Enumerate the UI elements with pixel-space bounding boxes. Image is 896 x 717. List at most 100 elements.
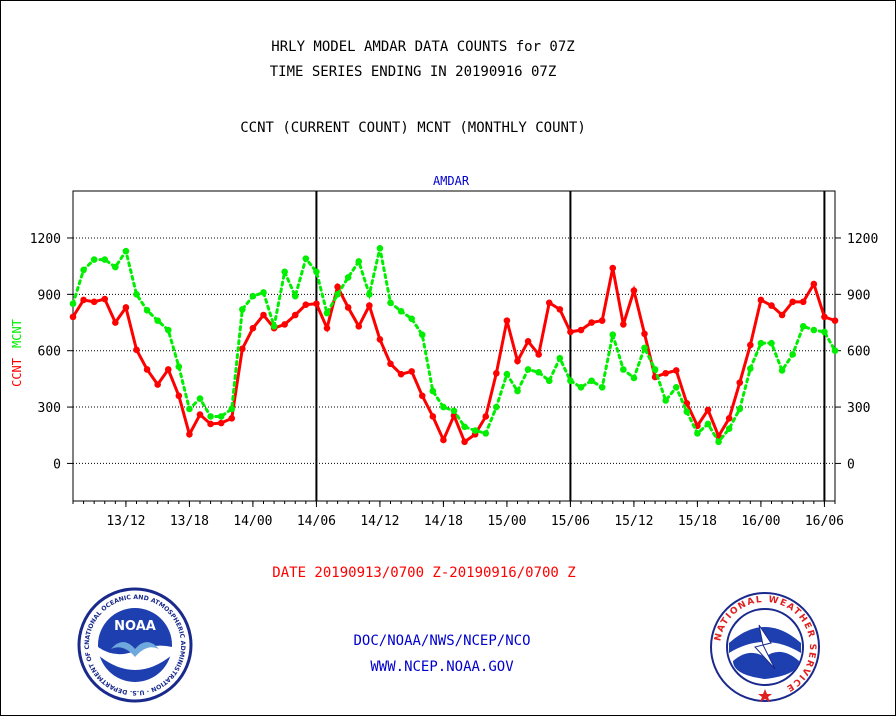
data-point-mcnt bbox=[757, 339, 765, 347]
data-point-mcnt bbox=[545, 377, 553, 385]
data-point-mcnt bbox=[588, 377, 595, 385]
data-point-ccnt bbox=[736, 379, 744, 386]
date-range-label: DATE 20190913/0700 Z-20190916/0700 Z bbox=[272, 565, 576, 581]
y-tick-label-right: 600 bbox=[847, 345, 870, 360]
data-point-mcnt bbox=[524, 366, 532, 373]
data-point-ccnt bbox=[450, 412, 458, 419]
data-point-ccnt bbox=[768, 302, 775, 309]
data-point-mcnt bbox=[239, 306, 246, 313]
data-point-mcnt bbox=[291, 292, 299, 300]
y-tick-label-right: 0 bbox=[847, 457, 855, 472]
data-point-mcnt bbox=[313, 268, 320, 276]
data-point-mcnt bbox=[440, 403, 447, 411]
data-point-ccnt bbox=[440, 436, 447, 444]
chart-title-line2: TIME SERIES ENDING IN 20190916 07Z bbox=[269, 64, 557, 80]
y-axis-label-mcnt: MCNT bbox=[10, 319, 24, 348]
data-point-ccnt bbox=[503, 317, 511, 324]
data-point-mcnt bbox=[196, 395, 204, 402]
data-point-mcnt bbox=[323, 309, 331, 317]
y-tick-label-right: 900 bbox=[847, 288, 870, 303]
data-point-ccnt bbox=[821, 313, 828, 321]
data-point-ccnt bbox=[810, 280, 818, 288]
data-point-mcnt bbox=[651, 366, 659, 373]
data-point-ccnt bbox=[154, 381, 161, 388]
data-point-ccnt bbox=[535, 351, 542, 358]
data-point-ccnt bbox=[164, 366, 172, 373]
data-point-ccnt bbox=[260, 311, 267, 319]
data-point-ccnt bbox=[799, 298, 807, 306]
data-point-mcnt bbox=[831, 347, 839, 354]
data-point-mcnt bbox=[69, 300, 77, 308]
footer-url[interactable]: WWW.NCEP.NOAA.GOV bbox=[370, 659, 514, 675]
data-point-mcnt bbox=[80, 266, 87, 274]
data-point-mcnt bbox=[228, 405, 236, 413]
data-point-ccnt bbox=[482, 413, 490, 420]
data-point-ccnt bbox=[281, 321, 288, 328]
data-point-ccnt bbox=[747, 341, 754, 349]
data-point-ccnt bbox=[143, 366, 151, 373]
data-point-ccnt bbox=[831, 317, 839, 324]
footer-org: DOC/NOAA/NWS/NCEP/NCO bbox=[353, 633, 531, 649]
data-point-ccnt bbox=[175, 392, 183, 400]
data-point-mcnt bbox=[429, 387, 437, 395]
data-point-mcnt bbox=[715, 438, 722, 446]
y-tick-label-left: 0 bbox=[53, 457, 61, 472]
data-point-ccnt bbox=[355, 322, 363, 330]
data-point-ccnt bbox=[704, 406, 712, 414]
y-tick-label-left: 1200 bbox=[30, 232, 61, 247]
data-point-ccnt bbox=[408, 368, 415, 375]
data-point-ccnt bbox=[334, 283, 341, 291]
data-point-mcnt bbox=[725, 425, 733, 432]
data-point-mcnt bbox=[355, 258, 363, 265]
data-point-ccnt bbox=[217, 419, 225, 427]
noaa-logo-text: NOAA bbox=[114, 619, 156, 634]
data-point-ccnt bbox=[196, 411, 204, 418]
data-point-ccnt bbox=[239, 345, 246, 353]
data-point-ccnt bbox=[461, 438, 468, 446]
data-point-mcnt bbox=[694, 430, 701, 437]
data-point-ccnt bbox=[344, 304, 352, 311]
data-point-ccnt bbox=[249, 324, 257, 332]
x-tick-label: 13/18 bbox=[170, 514, 209, 529]
data-point-mcnt bbox=[90, 256, 98, 263]
data-point-ccnt bbox=[641, 330, 648, 338]
data-point-mcnt bbox=[334, 291, 341, 298]
data-point-mcnt bbox=[514, 387, 521, 395]
data-point-mcnt bbox=[122, 247, 130, 255]
x-tick-label: 14/00 bbox=[233, 514, 272, 529]
data-point-mcnt bbox=[450, 407, 458, 415]
data-point-ccnt bbox=[186, 431, 193, 438]
data-point-mcnt bbox=[821, 328, 828, 336]
data-point-mcnt bbox=[344, 274, 352, 281]
data-point-ccnt bbox=[662, 369, 669, 377]
x-tick-label: 15/18 bbox=[678, 514, 717, 529]
data-point-mcnt bbox=[260, 289, 267, 296]
data-point-mcnt bbox=[736, 405, 744, 413]
data-point-mcnt bbox=[556, 354, 564, 362]
data-point-ccnt bbox=[207, 420, 214, 428]
data-point-ccnt bbox=[493, 369, 500, 377]
data-point-mcnt bbox=[133, 291, 140, 298]
dataset-label: AMDAR bbox=[433, 174, 470, 188]
x-tick-label: 14/12 bbox=[360, 514, 399, 529]
data-point-mcnt bbox=[112, 263, 119, 271]
data-point-ccnt bbox=[90, 298, 98, 306]
data-point-mcnt bbox=[482, 430, 490, 437]
x-tick-label: 15/00 bbox=[487, 514, 526, 529]
data-point-mcnt bbox=[577, 384, 585, 391]
data-point-ccnt bbox=[397, 370, 405, 378]
data-point-mcnt bbox=[789, 351, 796, 358]
data-point-ccnt bbox=[757, 296, 765, 304]
data-point-ccnt bbox=[588, 319, 595, 326]
data-point-ccnt bbox=[429, 413, 437, 420]
x-tick-label: 13/12 bbox=[106, 514, 145, 529]
noaa-logo: NATIONAL OCEANIC AND ATMOSPHERIC ADMINIS… bbox=[75, 585, 193, 703]
data-point-mcnt bbox=[302, 255, 310, 262]
y-axis-label: CCNT MCNT bbox=[10, 319, 24, 387]
data-point-mcnt bbox=[154, 317, 161, 324]
y-tick-label-left: 900 bbox=[38, 288, 61, 303]
data-point-ccnt bbox=[302, 301, 310, 308]
data-point-mcnt bbox=[768, 339, 775, 347]
x-tick-label: 14/18 bbox=[424, 514, 463, 529]
data-point-ccnt bbox=[630, 287, 638, 294]
